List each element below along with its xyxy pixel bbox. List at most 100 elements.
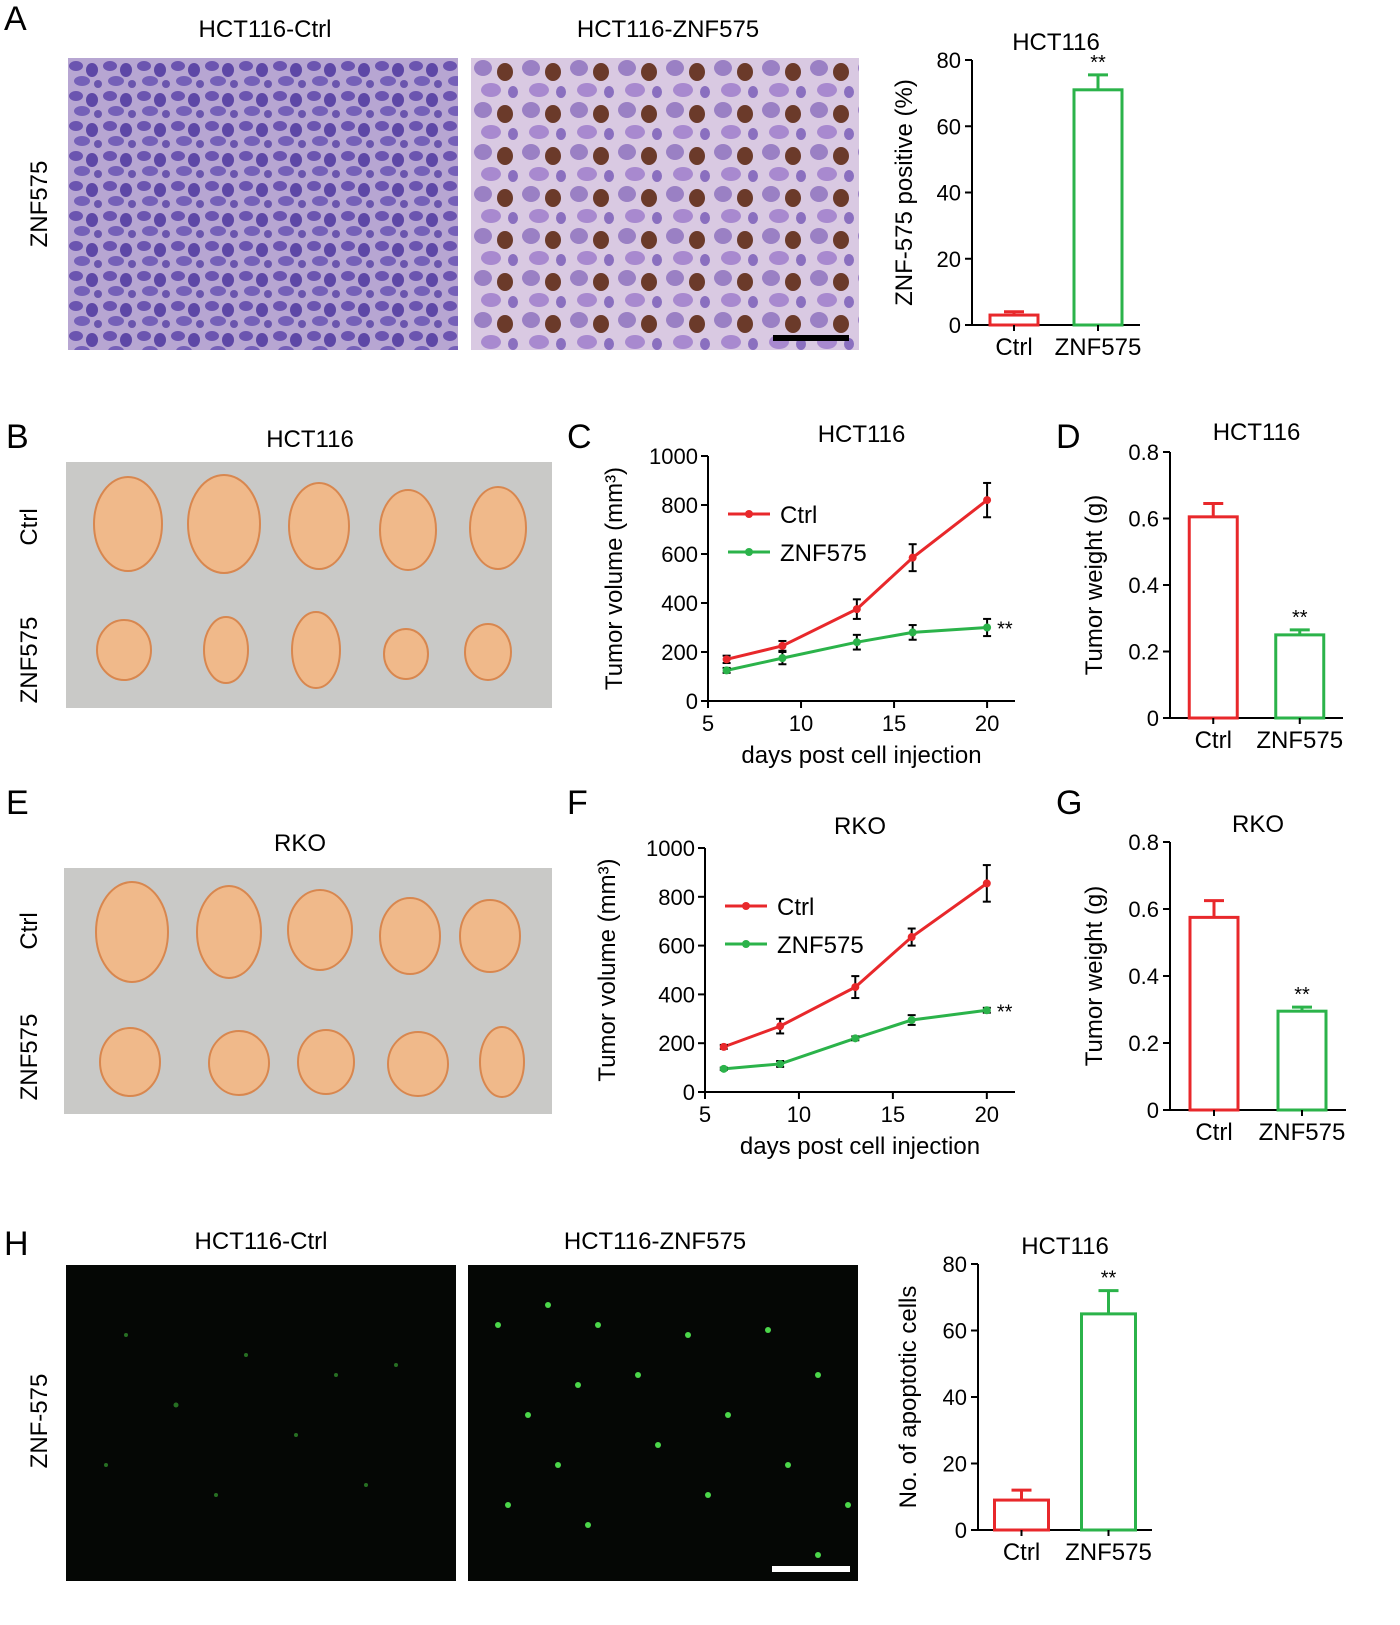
x-tick-label: ZNF575 (1065, 1539, 1152, 1566)
significance-mark: ** (1292, 607, 1308, 629)
x-tick-label: 20 (975, 1102, 999, 1127)
y-tick-label: 800 (661, 493, 698, 518)
chart-title: RKO (1232, 811, 1284, 838)
photo-title-rko: RKO (273, 830, 326, 857)
panel-letter-d: D (1056, 418, 1081, 456)
legend-label: Ctrl (780, 502, 817, 529)
panel-letter-f: F (567, 784, 588, 822)
data-point (908, 553, 917, 562)
data-point (722, 666, 731, 675)
data-point (778, 641, 787, 650)
chart-f-line: RKO 0 200 400 600 800 1000 5 10 15 20 days post cel… (594, 813, 1015, 1160)
chart-c-line: HCT116 0 200 400 600 800 1000 5 10 15 20 days post … (601, 421, 1015, 769)
chart-title: HCT116 (1012, 29, 1100, 56)
x-tick-label: 20 (975, 711, 999, 736)
y-axis-label: Tumor volume (mm³) (594, 858, 621, 1081)
y-tick-label: 60 (943, 1319, 967, 1344)
photo-title-hct116: HCT116 (266, 426, 354, 453)
significance-mark: ** (1090, 52, 1106, 74)
y-tick-label: 0.2 (1128, 640, 1159, 665)
y-tick-label: 0.2 (1128, 1031, 1159, 1056)
y-tick-label: 800 (658, 885, 695, 910)
series-line-ctrl (723, 882, 988, 1049)
tumor-photo-hct116 (66, 462, 552, 708)
data-point (776, 1022, 785, 1031)
y-tick-label: 0.4 (1128, 964, 1159, 989)
significance-mark: ** (997, 619, 1013, 641)
row-label-ctrl-b: Ctrl (16, 508, 43, 546)
panel-letter-h: H (4, 1225, 29, 1263)
y-axis-label: No. of apoptotic cells (895, 1286, 922, 1509)
y-tick-label: 0.6 (1128, 507, 1159, 532)
y-tick-label: 0.4 (1128, 573, 1159, 598)
row-label-znf-575-h: ZNF-575 (26, 1373, 53, 1469)
data-point (851, 983, 860, 992)
y-tick-label: 0.6 (1128, 897, 1159, 922)
y-tick-label: 0.8 (1128, 830, 1159, 855)
y-tick-label: 200 (661, 640, 698, 665)
chart-d-bar: HCT116 0 0.2 0.4 0.6 0.8 Tumor weight (g) Ctrl Z… (1081, 419, 1343, 754)
panel-letter-g: G (1056, 784, 1083, 822)
panel-letter-a: A (4, 0, 27, 38)
x-tick-label: 5 (702, 711, 714, 736)
y-tick-label: 0 (1147, 1098, 1159, 1123)
x-tick-label: Ctrl (995, 334, 1032, 361)
y-tick-label: 80 (937, 48, 961, 73)
x-tick-label: Ctrl (1195, 1119, 1232, 1146)
panel-letter-b: B (6, 418, 29, 456)
y-tick-label: 40 (937, 181, 961, 206)
panel-letter-c: C (567, 418, 592, 456)
data-point (983, 623, 992, 632)
y-tick-label: 400 (661, 591, 698, 616)
legend-label: Ctrl (777, 894, 814, 921)
x-axis-label: days post cell injection (741, 742, 981, 769)
y-tick-label: 0 (955, 1518, 967, 1543)
y-tick-label: 1000 (646, 836, 695, 861)
bar-ctrl (1187, 515, 1239, 720)
data-point (908, 628, 917, 637)
y-tick-label: 60 (937, 114, 961, 139)
y-tick-label: 0 (949, 313, 961, 338)
x-tick-label: Ctrl (1195, 727, 1232, 754)
ihc-image-ctrl (68, 58, 458, 350)
chart-h-bar: HCT116 0 20 40 60 80 No. of apoptotic cells Ctr… (895, 1233, 1152, 1566)
chart-title: HCT116 (1021, 1233, 1109, 1260)
x-tick-label: ZNF575 (1256, 727, 1343, 754)
chart-title: HCT116 (818, 421, 906, 448)
data-point (907, 933, 916, 942)
x-tick-label: 10 (789, 711, 813, 736)
bar-ctrl (993, 1498, 1050, 1532)
significance-mark: ** (1294, 984, 1310, 1006)
row-label-znf575-b: ZNF575 (16, 616, 43, 704)
legend-marker (745, 548, 753, 556)
data-point (983, 496, 992, 505)
legend-marker (742, 902, 750, 910)
legend-marker (745, 510, 753, 518)
y-tick-label: 0.8 (1128, 440, 1159, 465)
x-tick-label: 15 (881, 1102, 905, 1127)
row-label-ctrl-e: Ctrl (16, 912, 43, 950)
data-point (852, 605, 861, 614)
data-point (776, 1059, 785, 1068)
ihc-image-znf575 (471, 58, 859, 350)
x-tick-label: ZNF575 (1055, 334, 1142, 361)
y-tick-label: 40 (943, 1385, 967, 1410)
x-tick-label: 15 (882, 711, 906, 736)
y-tick-label: 1000 (649, 444, 698, 469)
x-axis-label: days post cell injection (740, 1133, 980, 1160)
y-axis-label: Tumor volume (mm³) (601, 467, 628, 690)
data-point (982, 1006, 991, 1015)
y-axis-label: Tumor weight (g) (1081, 495, 1108, 676)
row-label-znf575: ZNF575 (26, 160, 53, 248)
y-tick-label: 600 (658, 934, 695, 959)
x-tick-label: 5 (699, 1102, 711, 1127)
bar-znf575 (1274, 633, 1326, 720)
y-tick-label: 0 (1147, 706, 1159, 731)
tumor-photo-rko (64, 868, 552, 1114)
data-point (722, 655, 731, 664)
panel-letter-e: E (6, 784, 29, 822)
chart-a-bar: HCT116 0 20 40 60 80 ZNF-575 positive (%) Ctrl Z… (891, 29, 1142, 361)
tunel-image-znf575 (468, 1265, 858, 1581)
image-title-znf575: HCT116-ZNF575 (576, 16, 760, 43)
tunel-image-ctrl (66, 1265, 456, 1581)
